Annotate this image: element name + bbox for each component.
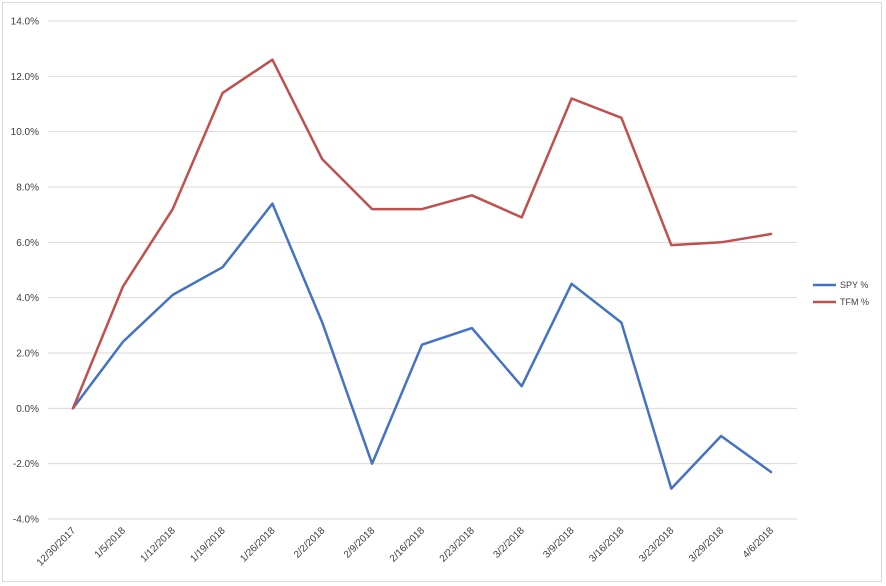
legend-label: SPY %: [840, 280, 868, 290]
x-tick-label: 2/2/2018: [292, 525, 328, 561]
series-line-2: [71, 58, 773, 410]
x-tick-label: 12/30/2017: [35, 525, 78, 568]
y-tick-label: -2.0%: [13, 459, 39, 470]
x-axis-ticks: 12/30/2017 1/5/2018 1/12/2018 1/19/2018 1/26…: [35, 525, 776, 568]
x-tick-label: 2/9/2018: [342, 525, 378, 561]
x-tick-label: 3/23/2018: [637, 525, 677, 565]
y-tick-label: 12.0%: [11, 72, 39, 83]
x-tick-label: 3/2/2018: [492, 525, 528, 561]
y-tick-label: -4.0%: [13, 515, 39, 526]
y-tick-label: 10.0%: [11, 127, 39, 138]
y-tick-label: 14.0%: [11, 17, 39, 28]
x-tick-label: 1/19/2018: [188, 525, 228, 565]
legend: SPY % TFM %: [813, 280, 869, 307]
x-tick-label: 3/9/2018: [541, 525, 577, 561]
x-tick-label: 1/5/2018: [93, 525, 129, 561]
gridlines: [48, 20, 797, 520]
x-tick-label: 2/16/2018: [388, 525, 428, 565]
legend-label: TFM %: [840, 297, 869, 307]
y-tick-label: 0.0%: [16, 404, 39, 415]
y-axis-ticks: -4.0% -2.0% 0.0% 2.0% 4.0% 6.0% 8.0% 10.0% 12.0%…: [11, 17, 39, 526]
y-tick-label: 4.0%: [16, 293, 39, 304]
x-tick-label: 4/6/2018: [741, 525, 777, 561]
x-tick-label: 1/26/2018: [238, 525, 278, 565]
x-tick-label: 3/29/2018: [687, 525, 727, 565]
y-tick-label: 2.0%: [16, 349, 39, 360]
series-line-1: [71, 202, 773, 490]
y-tick-label: 8.0%: [16, 183, 39, 194]
x-tick-label: 1/12/2018: [139, 525, 179, 565]
x-tick-label: 2/23/2018: [438, 525, 478, 565]
series-lines: [71, 58, 773, 490]
y-tick-label: 6.0%: [16, 238, 39, 249]
x-tick-label: 3/16/2018: [587, 525, 627, 565]
